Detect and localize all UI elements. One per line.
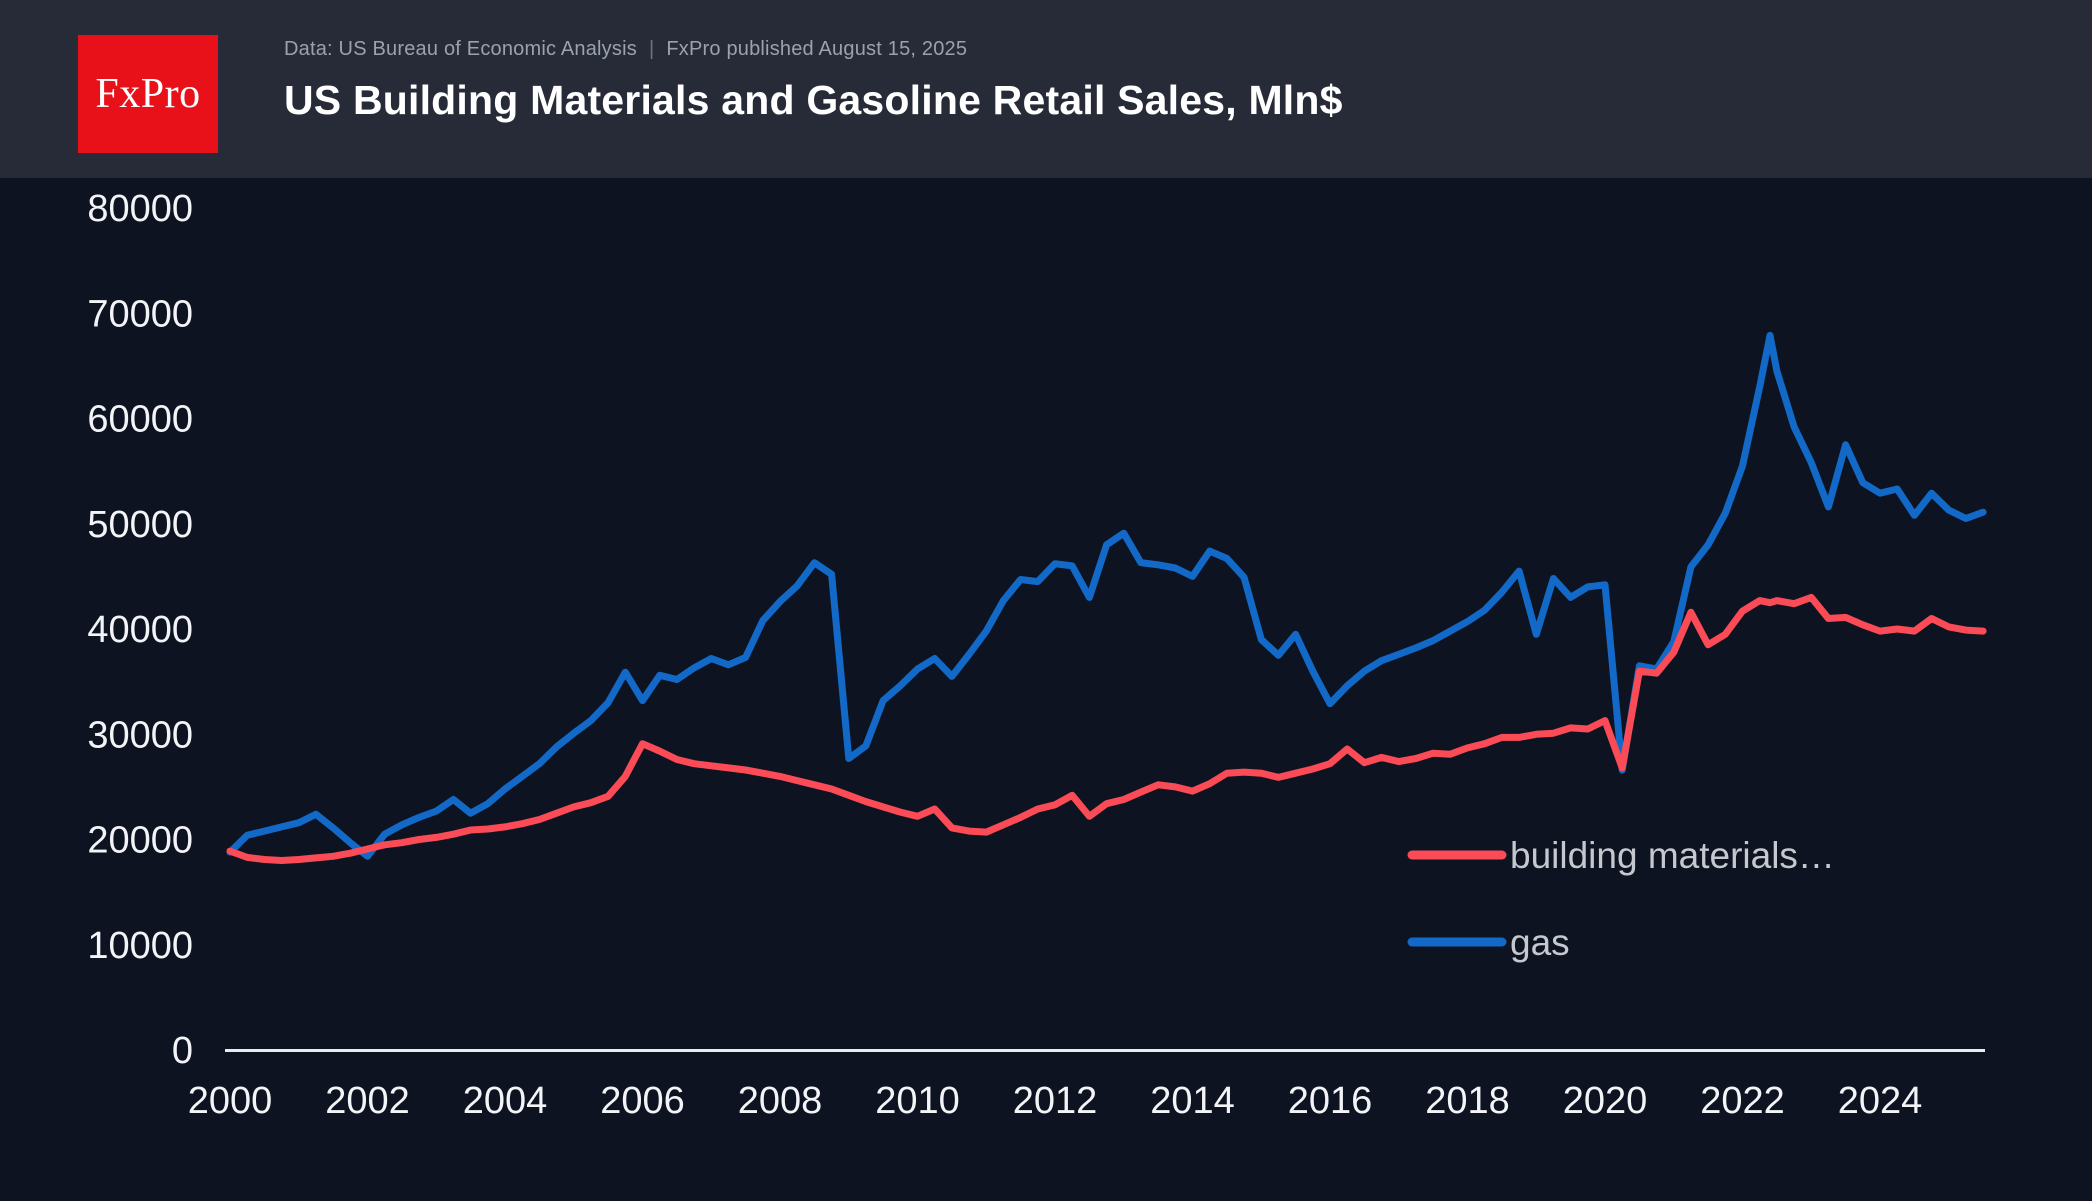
series-lines xyxy=(226,331,1987,864)
gas-line xyxy=(226,331,1987,860)
x-tick-label: 2016 xyxy=(1288,1080,1373,1122)
page-title: US Building Materials and Gasoline Retai… xyxy=(284,77,1343,123)
y-tick-label: 30000 xyxy=(87,714,193,756)
y-tick-label: 50000 xyxy=(87,504,193,546)
y-tick-label: 10000 xyxy=(87,925,193,967)
axis-ticks: 0 10000 20000 30000 40000 50000 60000 70000 8000… xyxy=(87,188,1922,1122)
y-tick-label: 60000 xyxy=(87,399,193,441)
data-source-text: Data: US Bureau of Economic Analysis xyxy=(284,38,637,60)
x-tick-label: 2000 xyxy=(188,1080,273,1122)
y-tick-label: 40000 xyxy=(87,609,193,651)
x-tick-label: 2012 xyxy=(1013,1080,1098,1122)
x-tick-label: 2018 xyxy=(1425,1080,1510,1122)
x-tick-label: 2004 xyxy=(463,1080,548,1122)
fxpro-logo-text: FxPro xyxy=(95,71,201,117)
chart-source-line: Data: US Bureau of Economic Analysis | FxP… xyxy=(284,38,1343,61)
y-tick-label: 80000 xyxy=(87,188,193,230)
x-tick-label: 2010 xyxy=(875,1080,960,1122)
y-tick-label: 0 xyxy=(172,1030,193,1072)
x-tick-label: 2020 xyxy=(1563,1080,1648,1122)
y-tick-label: 20000 xyxy=(87,820,193,862)
header-bar: FxPro Data: US Bureau of Economic Analys… xyxy=(0,0,2092,178)
legend-label-building-materials: building materials… xyxy=(1510,835,1835,876)
y-tick-label: 70000 xyxy=(87,293,193,335)
x-tick-label: 2024 xyxy=(1838,1080,1923,1122)
fxpro-logo: FxPro xyxy=(78,35,218,153)
building-materials-line xyxy=(226,593,1987,864)
header-text: Data: US Bureau of Economic Analysis | FxP… xyxy=(284,38,1343,124)
x-tick-label: 2022 xyxy=(1700,1080,1785,1122)
legend: building materials… gas xyxy=(1407,835,1835,963)
legend-label-gas: gas xyxy=(1510,922,1570,963)
x-tick-label: 2014 xyxy=(1150,1080,1235,1122)
published-text: FxPro published August 15, 2025 xyxy=(666,38,968,60)
x-tick-label: 2002 xyxy=(325,1080,410,1122)
x-tick-label: 2006 xyxy=(600,1080,685,1122)
x-tick-label: 2008 xyxy=(738,1080,823,1122)
source-divider: | xyxy=(648,38,655,60)
chart-canvas: 0 10000 20000 30000 40000 50000 60000 70000 8000… xyxy=(87,188,1987,1122)
